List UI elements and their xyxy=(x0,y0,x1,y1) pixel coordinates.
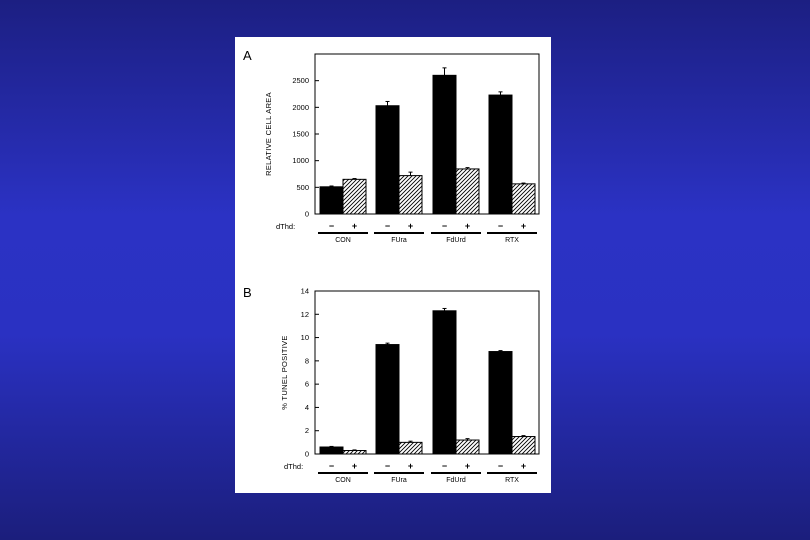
y-axis-title-a: RELATIVE CELL AREA xyxy=(264,92,273,176)
y-tick-label-b-5: 10 xyxy=(301,333,309,342)
bar-b-fura-plus xyxy=(398,441,423,455)
bar-a-fura-minus xyxy=(375,105,400,215)
factor-level-b-fura-1: + xyxy=(408,461,413,471)
y-tick-label-b-6: 12 xyxy=(301,310,309,319)
factor-label-b: dThd: xyxy=(284,462,303,471)
y-tick-label-a-5: 2500 xyxy=(292,76,309,85)
y-tick-label-b-4: 8 xyxy=(305,356,309,365)
group-line-b-con xyxy=(318,472,368,474)
category-label-a-con: CON xyxy=(335,237,351,244)
y-tick-label-a-1: 500 xyxy=(296,183,309,192)
chart-panel-a: A 0 500 1000 1500 2000 2500 RELATIVE CELL AREA d… xyxy=(243,48,540,244)
factor-level-a-con-1: + xyxy=(352,221,357,231)
bar-a-con-minus xyxy=(319,186,344,215)
y-tick-label-b-2: 4 xyxy=(305,403,309,412)
group-line-b-rtx xyxy=(487,472,537,474)
factor-level-b-fdurd-0: − xyxy=(442,461,447,471)
factor-level-b-con-0: − xyxy=(329,461,334,471)
group-line-b-fdurd xyxy=(431,472,481,474)
y-tick-label-a-0: 0 xyxy=(305,210,309,219)
factor-level-a-con-0: − xyxy=(329,221,334,231)
y-tick-label-b-3: 6 xyxy=(305,380,309,389)
bar-a-rtx-plus xyxy=(511,183,536,215)
factor-level-a-fura-0: − xyxy=(385,221,390,231)
bar-b-rtx-plus xyxy=(511,436,536,455)
bar-a-fura-plus xyxy=(398,175,423,215)
group-line-b-fura xyxy=(374,472,424,474)
category-label-a-fura: FUra xyxy=(391,237,407,244)
bar-b-fdurd-minus xyxy=(432,310,457,455)
bar-b-fdurd-plus xyxy=(455,439,480,455)
category-label-b-con: CON xyxy=(335,477,351,484)
category-label-a-fdurd: FdUrd xyxy=(446,237,466,244)
category-label-b-rtx: RTX xyxy=(505,477,519,484)
factor-level-a-rtx-0: − xyxy=(498,221,503,231)
plot-frame-b xyxy=(314,290,540,455)
panel-label-b: B xyxy=(243,285,252,300)
bar-a-con-plus xyxy=(342,178,367,215)
bar-a-fdurd-minus xyxy=(432,74,457,215)
bar-b-rtx-minus xyxy=(488,351,513,455)
bar-a-fdurd-plus xyxy=(455,168,480,215)
factor-level-b-rtx-1: + xyxy=(521,461,526,471)
category-label-b-fura: FUra xyxy=(391,477,407,484)
group-line-a-fdurd xyxy=(431,232,481,234)
y-tick-label-b-1: 2 xyxy=(305,426,309,435)
y-axis-title-b: % TUNEL POSITIVE xyxy=(280,335,289,409)
factor-level-b-fdurd-1: + xyxy=(465,461,470,471)
factor-level-a-fura-1: + xyxy=(408,221,413,231)
group-line-a-fura xyxy=(374,232,424,234)
y-tick-label-b-7: 14 xyxy=(301,287,309,296)
figure-svg: A 0 500 1000 1500 2000 2500 RELATIVE CELL AREA d… xyxy=(243,48,540,484)
category-label-a-rtx: RTX xyxy=(505,237,519,244)
bar-b-con-minus xyxy=(319,446,344,455)
bar-b-fura-minus xyxy=(375,344,400,455)
figure-panel: A 0 500 1000 1500 2000 2500 RELATIVE CELL AREA d… xyxy=(235,37,551,493)
category-label-b-fdurd: FdUrd xyxy=(446,477,466,484)
factor-level-a-fdurd-0: − xyxy=(442,221,447,231)
bar-b-con-plus xyxy=(342,450,367,455)
group-line-a-con xyxy=(318,232,368,234)
y-tick-label-a-3: 1500 xyxy=(292,130,309,139)
y-tick-label-a-4: 2000 xyxy=(292,103,309,112)
y-tick-label-a-2: 1000 xyxy=(292,156,309,165)
factor-level-a-rtx-1: + xyxy=(521,221,526,231)
group-line-a-rtx xyxy=(487,232,537,234)
factor-level-b-fura-0: − xyxy=(385,461,390,471)
factor-label-a: dThd: xyxy=(276,222,295,231)
y-tick-label-b-0: 0 xyxy=(305,450,309,459)
panel-label-a: A xyxy=(243,48,252,63)
factor-level-b-con-1: + xyxy=(352,461,357,471)
factor-level-a-fdurd-1: + xyxy=(465,221,470,231)
factor-level-b-rtx-0: − xyxy=(498,461,503,471)
bar-a-rtx-minus xyxy=(488,94,513,215)
